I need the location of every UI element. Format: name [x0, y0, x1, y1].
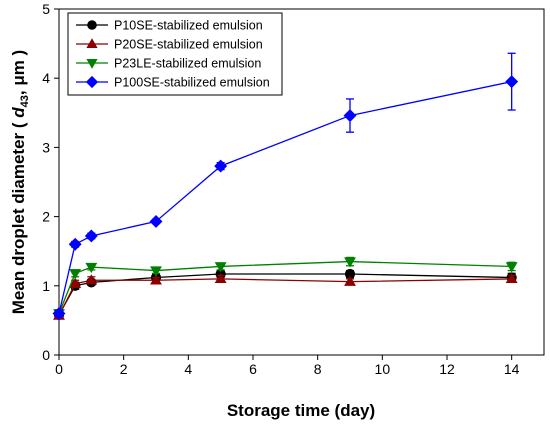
legend-box [67, 12, 283, 96]
y-tick-label: 1 [42, 278, 50, 294]
data-point [150, 266, 162, 277]
x-tick-label: 10 [375, 361, 391, 377]
y-tick-label: 3 [42, 139, 50, 155]
data-point [68, 237, 82, 251]
series-4 [52, 52, 519, 320]
data-point [69, 269, 82, 280]
data-point [150, 274, 162, 285]
data-point [343, 109, 357, 123]
x-tick-label: 4 [184, 361, 192, 377]
x-tick-label: 2 [120, 361, 128, 377]
data-point [84, 229, 98, 243]
series-2 [53, 272, 518, 320]
data-point [214, 262, 227, 273]
x-tick-label: 14 [504, 361, 520, 377]
legend-label: P100SE-stabilized emulsion [114, 76, 270, 90]
y-tick-label: 2 [42, 209, 50, 225]
data-point [505, 272, 518, 284]
data-point [344, 257, 356, 268]
y-tick-label: 5 [42, 1, 50, 17]
data-point [505, 262, 518, 273]
x-tick-label: 0 [55, 361, 63, 377]
x-axis-title: Storage time (day) [227, 401, 375, 420]
x-tick-label: 6 [249, 361, 257, 377]
y-axis-title: Mean droplet diameter ( d43, μm ) [9, 50, 31, 314]
legend-marker [86, 59, 98, 69]
y-tick-label: 0 [42, 347, 50, 363]
data-point [149, 214, 163, 228]
data-point [85, 274, 98, 285]
legend-marker [87, 20, 97, 30]
legend: P10SE-stabilized emulsion P20SE-stabilize… [67, 12, 283, 96]
data-point [505, 75, 519, 89]
y-tick-label: 4 [42, 70, 50, 86]
data-point [52, 307, 66, 320]
legend-label: P20SE-stabilized emulsion [114, 38, 263, 52]
data-point [214, 159, 228, 173]
x-tick-label: 8 [314, 361, 322, 377]
legend-marker [86, 38, 98, 48]
x-tick-label: 12 [439, 361, 455, 377]
data-point [214, 272, 227, 284]
legend-marker [85, 75, 99, 89]
data-point [85, 262, 98, 274]
data-point [344, 275, 356, 286]
data-point [69, 277, 82, 288]
legend-label: P23LE-stabilized emulsion [114, 57, 261, 71]
legend-label: P10SE-stabilized emulsion [114, 19, 263, 33]
